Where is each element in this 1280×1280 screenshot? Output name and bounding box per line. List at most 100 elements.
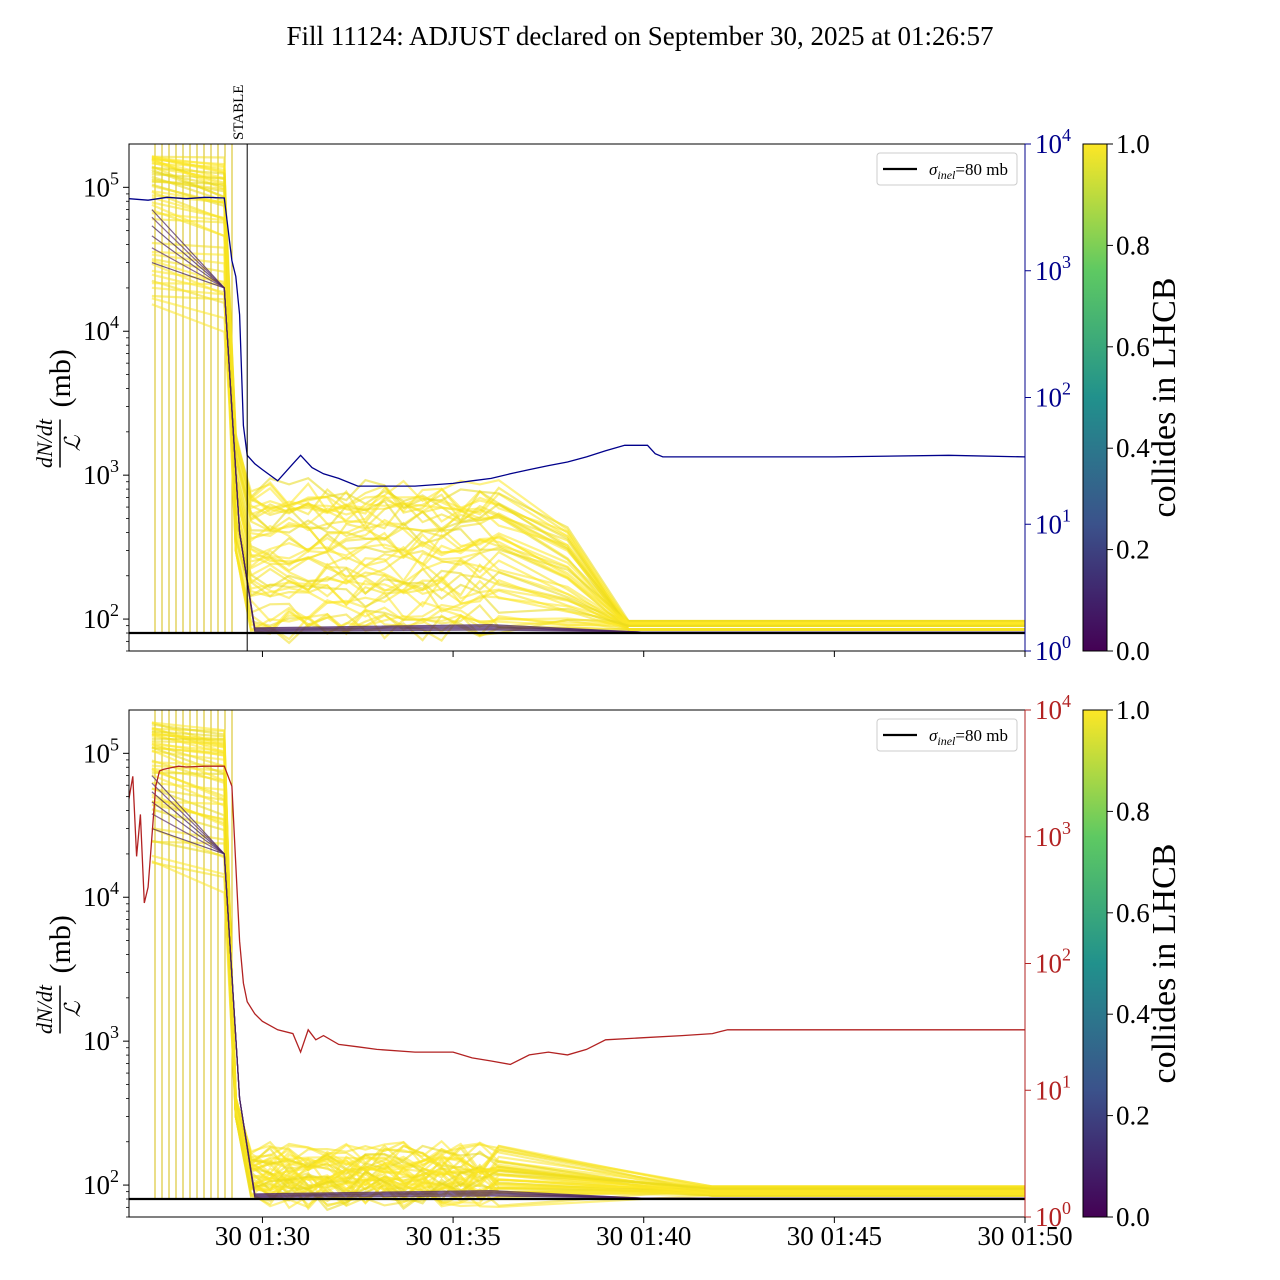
bunch-trace [151,827,1025,1197]
bunch-trace [151,201,1025,631]
colorbar-tick-label: 0.8 [1116,230,1150,260]
plot-area [129,710,1025,1212]
bunch-trace [151,733,1025,1209]
bunch-trace [151,727,1025,1190]
x-tick-label: 30 01:40 [596,1221,691,1251]
right-axis-series-line [129,196,1025,487]
y-tick-label: 102 [83,1166,119,1200]
bunch-trace [151,250,1025,626]
noncolliding-trace [151,813,1025,1199]
x-tick-label: 30 01:30 [215,1221,310,1251]
bunch-trace [151,180,1025,627]
bunch-trace [151,156,1025,623]
bunch-trace [151,800,1025,1191]
colorbar-gradient [1082,143,1108,652]
bunch-trace [151,767,1025,1192]
bunch-trace [151,294,1025,631]
bunch-trace [151,173,1025,623]
plot-frame [128,709,1026,1218]
colorbar-tick-label: 0.4 [1116,999,1150,1029]
y2-tick-label: 103 [1035,818,1071,852]
legend-box [876,152,1018,186]
bunch-trace [151,168,1025,623]
bunch-trace [151,749,1025,1196]
bunch-trace [151,733,1025,1190]
bunch-trace [151,156,1025,631]
bunch-trace [151,157,1025,631]
bunch-trace [151,761,1025,1200]
noncolliding-trace [151,791,1025,1199]
y-tick-label: 105 [83,734,119,768]
bunch-trace [151,773,1025,1208]
y-label-unit: (mb) [44,915,77,973]
y-tick-label: 104 [83,878,119,912]
noncolliding-trace [151,828,1025,1199]
bunch-trace [151,808,1025,1195]
y-axis-label: dN/dt ℒ (mb) [32,915,85,1034]
colorbar-tick-label: 0.2 [1116,535,1150,565]
x-tick-label: 30 01:35 [405,1221,500,1251]
y-label-numerator: dN/dt [32,418,57,468]
y-tick-label: 104 [83,312,119,346]
bunch-trace [151,769,1025,1199]
bunch-trace [151,860,1025,1197]
noncolliding-trace [151,801,1025,1199]
colorbar-tick-label: 0.6 [1116,332,1150,362]
bunch-trace [151,740,1025,1204]
bunch-trace [151,730,1025,1201]
y2-tick-label: 104 [1035,125,1071,159]
right-axis-series-line [129,765,1025,1066]
bunch-trace [151,795,1025,1197]
bunch-trace [151,179,1025,631]
bunch-trace [151,743,1025,1197]
noncolliding-trace [151,775,1025,1199]
bunch-trace [151,732,1025,1190]
bunch-trace [151,721,1025,1194]
colorbar-tick-label: 0.0 [1116,636,1150,666]
colorbar-tick-label: 0.2 [1116,1101,1150,1131]
bunch-trace [151,800,1025,1208]
colorbar-tick-label: 0.8 [1116,796,1150,826]
y-tick-label: 105 [83,168,119,202]
bunch-trace [151,259,1025,631]
y-label-denominator: ℒ [60,434,85,451]
colorbar-label: collides in LHCB [1146,278,1183,518]
colorbar: 0.0 0.2 0.4 0.6 0.8 1.0 collides in LHCB [1082,695,1183,1232]
colorbar: 0.0 0.2 0.4 0.6 0.8 1.0 collides in LHCB [1082,129,1183,666]
stable-label: STABLE [231,85,247,140]
bunch-trace [151,726,1025,1196]
bunch-trace [151,764,1025,1208]
bunch-trace [151,190,1025,624]
y-tick-label: 103 [83,456,119,490]
bunch-trace [151,793,1025,1197]
panel-top: STABLE 102 103 104 105 100 101 102 103 104 dN/dt ℒ (… [32,85,1183,666]
bunch-trace [151,750,1025,1189]
legend-label: σinel=80 mb [929,726,1008,748]
bunch-trace [151,162,1025,625]
bunch-trace [151,745,1025,1208]
colorbar-tick-label: 0.6 [1116,898,1150,928]
bunch-trace [151,767,1025,1205]
noncolliding-traces [151,775,1025,1199]
colorbar-label: collides in LHCB [1146,844,1183,1084]
y-label-unit: (mb) [44,349,77,407]
y2-tick-label: 102 [1035,945,1071,979]
bunch-trace [151,730,1025,1194]
bunch-trace [151,166,1025,627]
y2-tick-label: 100 [1035,632,1071,666]
y2-tick-label: 101 [1035,1071,1071,1105]
y2-tick-label: 100 [1035,1198,1071,1232]
bunch-trace [151,721,1025,1210]
bunch-trace [151,212,1025,625]
y2-tick-label: 103 [1035,252,1071,286]
bunch-trace [151,155,1025,624]
bunch-trace [151,158,1025,625]
y-label-numerator: dN/dt [32,984,57,1034]
bunch-trace [151,803,1025,1188]
legend-label: σinel=80 mb [929,160,1008,182]
bunch-trace [151,854,1025,1197]
bunch-trace [151,253,1025,627]
x-tick-label: 30 01:50 [977,1221,1072,1251]
noncolliding-trace [151,782,1025,1199]
